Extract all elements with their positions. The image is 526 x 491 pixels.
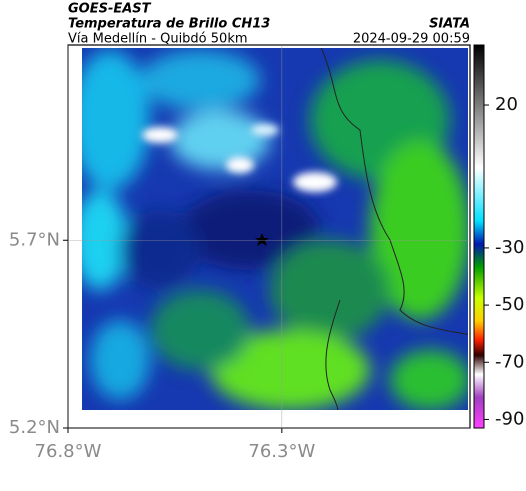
title: Temperatura de Brillo CH13 xyxy=(68,17,270,32)
imagery xyxy=(82,48,468,410)
y-tick-label: 5.7°N xyxy=(9,229,60,250)
source: SIATA xyxy=(429,17,470,32)
station-marker xyxy=(255,233,269,246)
y-tick-label: 5.2°N xyxy=(9,417,60,438)
colorbar xyxy=(473,44,485,429)
colorbar-label: 20 xyxy=(495,94,518,115)
subtitle: Vía Medellín - Quibdó 50km xyxy=(68,32,248,47)
colorbar-label: -70 xyxy=(495,351,524,372)
colorbar-label: -30 xyxy=(495,237,524,258)
satellite: GOES-EAST xyxy=(68,2,152,17)
datetime: 2024-09-29 00:59 xyxy=(353,32,470,47)
x-tick-label: 76.8°W xyxy=(35,441,102,462)
colorbar-label: -50 xyxy=(495,294,524,315)
x-tick-label: 76.3°W xyxy=(248,441,315,462)
border xyxy=(320,48,468,410)
colorbar-label: -90 xyxy=(495,408,524,429)
